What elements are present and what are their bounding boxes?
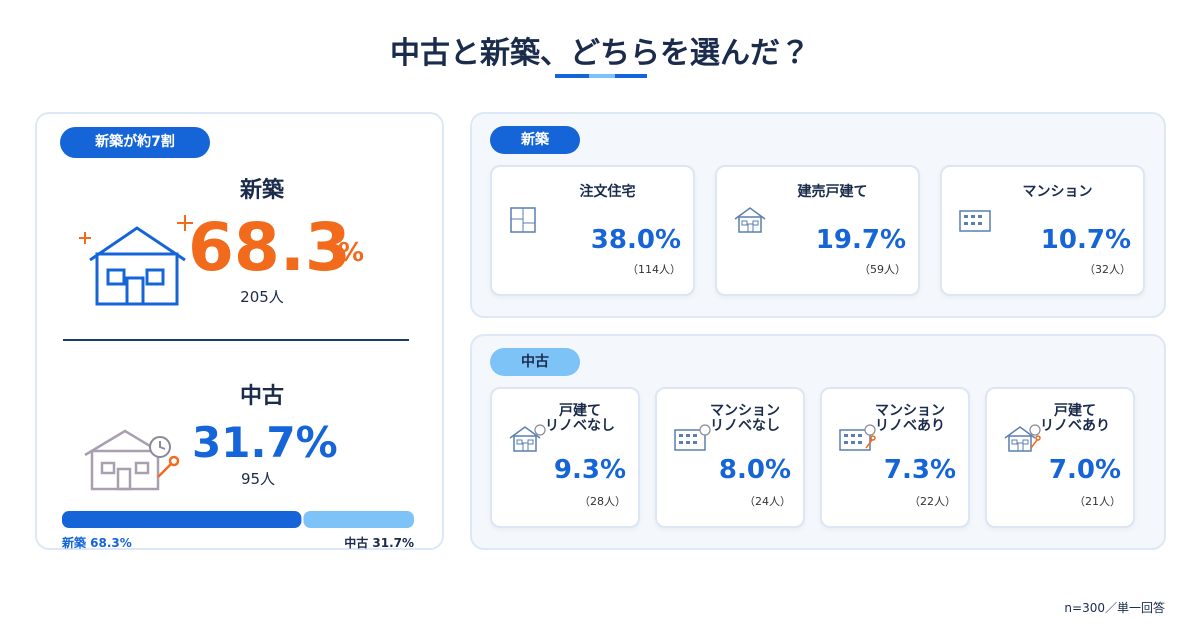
item-value: 19.7% [815, 225, 906, 255]
card-icon [1004, 424, 1041, 452]
used-panel-badge: 中古 [490, 348, 580, 376]
card-icon [509, 424, 546, 452]
item-card [715, 165, 920, 296]
item-count: （114人） [627, 263, 681, 276]
item-card [820, 387, 970, 528]
bar-label-used: 中古 31.7% [344, 536, 414, 550]
card-icon [734, 207, 766, 233]
summary-card [35, 112, 444, 550]
item-name: マンション [875, 403, 945, 419]
title-underline [555, 74, 647, 78]
used-house-icon [84, 429, 180, 491]
item-name: マンション [1022, 184, 1093, 200]
divider [63, 339, 409, 341]
item-count: （32人） [1084, 263, 1131, 276]
item-name: マンション [710, 403, 780, 419]
card-icon [839, 424, 876, 451]
summary-badge: 新築が約7割 [60, 127, 210, 158]
item-name: リノベなし [545, 418, 615, 434]
new-share-unit: % [338, 238, 365, 268]
item-count: （28人） [579, 495, 626, 508]
item-count: （59人） [859, 263, 906, 276]
used-label: 中古 [239, 384, 284, 409]
card-icon [510, 207, 536, 233]
item-value: 7.3% [883, 455, 956, 485]
used-count: 95人 [240, 470, 276, 488]
item-name: 注文住宅 [579, 184, 636, 200]
item-count: （24人） [744, 495, 791, 508]
item-card [655, 387, 805, 528]
item-name: 建売戸建て [797, 184, 868, 200]
bar-segment [303, 511, 414, 528]
item-name: 戸建て [559, 403, 601, 419]
item-value: 7.0% [1048, 455, 1121, 485]
item-count: （21人） [1074, 495, 1121, 508]
item-card [490, 165, 695, 296]
bar-label-new: 新築 68.3% [62, 536, 132, 550]
item-value: 38.0% [590, 225, 681, 255]
new-label: 新築 [239, 178, 284, 203]
item-name: リノベなし [710, 418, 780, 434]
new-share: 68.3 [188, 209, 351, 286]
page-title: 中古と新築、どちらを選んだ？ [390, 36, 810, 71]
card-icon [959, 210, 991, 232]
footnote: n=300／単一回答 [1064, 601, 1165, 615]
share-bar [62, 511, 414, 528]
new-count: 205人 [240, 288, 284, 306]
item-name: リノベあり [875, 418, 945, 434]
item-card [985, 387, 1135, 528]
item-card [490, 387, 640, 528]
item-name: リノベあり [1040, 418, 1110, 434]
item-name: 戸建て [1054, 403, 1096, 419]
used-share: 31.7% [192, 418, 338, 467]
new-panel-badge: 新築 [490, 126, 580, 154]
item-value: 8.0% [718, 455, 791, 485]
item-value: 9.3% [553, 455, 626, 485]
item-value: 10.7% [1040, 225, 1131, 255]
bar-segment [62, 511, 302, 528]
card-icon [674, 424, 711, 451]
new-house-icon [79, 215, 193, 306]
item-count: （22人） [909, 495, 956, 508]
